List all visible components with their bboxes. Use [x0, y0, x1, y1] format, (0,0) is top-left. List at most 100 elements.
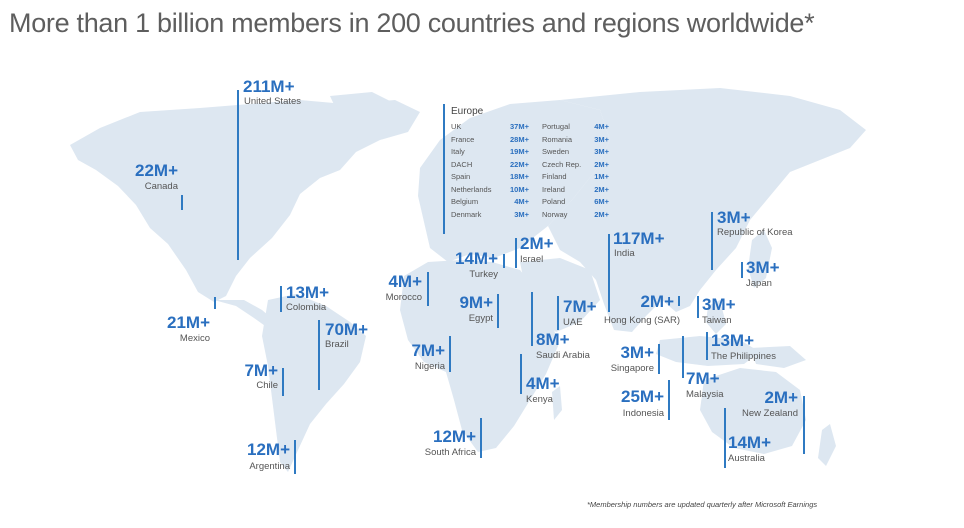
philippines-label: The Philippines — [711, 351, 776, 362]
japan-landmass — [748, 230, 772, 288]
new-guinea-landmass — [750, 346, 806, 368]
central-america-landmass — [214, 300, 276, 328]
malaysia-label: Malaysia — [686, 389, 724, 400]
japan-value: 3M+ — [746, 258, 780, 277]
africa-landmass — [400, 260, 558, 452]
south-africa-label: South Africa — [424, 447, 476, 458]
europe-landmass — [418, 100, 610, 262]
europe-country: Poland — [542, 197, 566, 206]
new-zealand-landmass — [818, 424, 836, 466]
greenland-landmass — [330, 92, 396, 140]
colombia-leader-line — [280, 286, 282, 312]
europe-value: 1M+ — [594, 172, 609, 181]
europe-country: UK — [451, 122, 462, 131]
united-states-label: United States — [244, 96, 302, 107]
europe-country: Netherlands — [451, 184, 492, 194]
egypt-leader-line — [497, 294, 499, 328]
asia-landmass — [548, 88, 866, 332]
philippines-landmass — [706, 300, 726, 334]
mexico-value: 21M+ — [167, 313, 210, 332]
nigeria-leader-line — [449, 336, 451, 372]
united-states-value: 211M+ — [243, 77, 295, 96]
hong-kong-leader-line — [678, 296, 680, 306]
europe-value: 3M+ — [594, 147, 609, 156]
europe-country: Czech Rep. — [542, 159, 582, 169]
australia-label: Australia — [728, 453, 765, 464]
israel-label: Israel — [520, 254, 544, 265]
saudi-arabia-label: Saudi Arabia — [536, 350, 590, 361]
argentina-leader-line — [294, 440, 296, 474]
japan-leader-line — [741, 262, 743, 278]
israel-value: 2M+ — [520, 234, 554, 253]
europe-value: 2M+ — [594, 209, 609, 219]
canada-label: Canada — [144, 181, 178, 192]
morocco-leader-line — [427, 272, 429, 306]
turkey-leader-line — [503, 254, 505, 268]
united-states-leader-line — [237, 90, 239, 260]
europe-value: 2M+ — [594, 184, 609, 194]
kenya-label: Kenya — [526, 394, 553, 405]
south-africa-value: 12M+ — [433, 427, 476, 446]
south-america-landmass — [262, 294, 366, 472]
canada-leader-line — [181, 195, 183, 210]
brazil-label: Brazil — [325, 339, 349, 350]
europe-heading: Europe — [451, 106, 484, 117]
europe-value: 2M+ — [594, 159, 609, 169]
europe-country: Denmark — [451, 209, 482, 219]
europe-value: 28M+ — [510, 134, 529, 144]
india-value: 117M+ — [613, 229, 665, 248]
morocco-label: Morocco — [385, 292, 422, 303]
indonesia-value: 25M+ — [621, 387, 664, 406]
brazil-value: 70M+ — [325, 320, 368, 339]
mexico-leader-line — [214, 297, 216, 309]
colombia-label: Colombia — [286, 302, 327, 313]
indonesia-label: Indonesia — [622, 408, 664, 419]
kenya-value: 4M+ — [526, 374, 560, 393]
australia-leader-line — [724, 408, 726, 468]
egypt-label: Egypt — [468, 313, 493, 324]
uae-value: 7M+ — [563, 297, 597, 316]
brazil-leader-line — [318, 320, 320, 390]
europe-country: Italy — [451, 147, 465, 156]
europe-country: Portugal — [542, 122, 570, 131]
chile-value: 7M+ — [244, 361, 278, 380]
nigeria-label: Nigeria — [414, 361, 445, 372]
hong-kong-value: 2M+ — [640, 292, 674, 311]
europe-country: Finland — [542, 172, 567, 181]
taiwan-label: Taiwan — [702, 315, 732, 326]
india-label: India — [614, 248, 635, 259]
new-zealand-leader-line — [803, 396, 805, 454]
europe-value: 22M+ — [510, 159, 529, 169]
europe-country: DACH — [451, 159, 473, 169]
europe-value: 19M+ — [510, 147, 529, 156]
saudi-arabia-value: 8M+ — [536, 330, 570, 349]
south-africa-leader-line — [480, 418, 482, 458]
north-america-landmass — [70, 100, 420, 302]
hong-kong-label: Hong Kong (SAR) — [603, 315, 680, 326]
egypt-value: 9M+ — [459, 293, 493, 312]
mexico-label: Mexico — [179, 333, 210, 344]
madagascar-landmass — [552, 386, 562, 420]
europe-leader-line — [443, 104, 445, 234]
argentina-value: 12M+ — [247, 440, 290, 459]
europe-value: 18M+ — [510, 172, 529, 181]
europe-value: 37M+ — [510, 122, 529, 131]
turkey-label: Turkey — [469, 269, 498, 280]
india-leader-line — [608, 234, 610, 312]
kenya-leader-line — [520, 354, 522, 394]
saudi-arabia-leader-line — [531, 292, 533, 346]
chile-label: Chile — [256, 380, 278, 391]
europe-value: 10M+ — [510, 184, 529, 194]
australia-value: 14M+ — [728, 433, 771, 452]
canada-value: 22M+ — [135, 161, 178, 180]
europe-country: Norway — [542, 209, 568, 219]
europe-country: Romania — [542, 134, 573, 144]
singapore-label: Singapore — [610, 363, 654, 374]
page-title: More than 1 billion members in 200 count… — [9, 8, 815, 38]
footnote: *Membership numbers are updated quarterl… — [587, 500, 818, 509]
new-zealand-label: New Zealand — [742, 408, 798, 419]
indonesia-leader-line — [668, 380, 670, 420]
europe-value: 4M+ — [594, 122, 609, 131]
taiwan-value: 3M+ — [702, 295, 736, 314]
